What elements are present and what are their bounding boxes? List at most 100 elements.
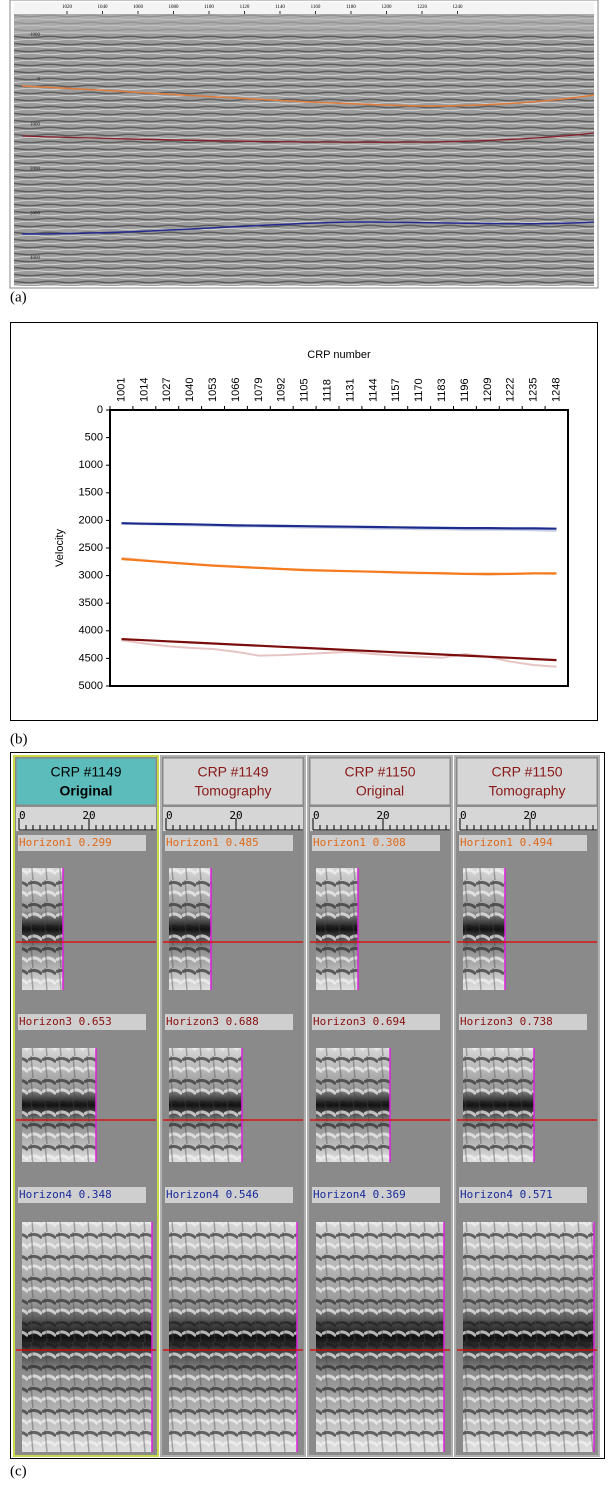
- x-tick-label: 1131: [344, 378, 356, 402]
- panel-method: Original: [60, 783, 113, 799]
- panel-crp: CRP #1149: [50, 764, 121, 780]
- ruler-label: 20: [229, 809, 242, 822]
- gather-texture: [463, 868, 505, 990]
- series-line: [121, 638, 557, 662]
- x-tick-label: 1105: [299, 378, 311, 402]
- y-tick-label: 2500: [79, 542, 103, 554]
- gather-texture: [316, 1222, 444, 1452]
- x-tick-label: 1001: [115, 378, 127, 402]
- y-tick-label: 500: [85, 432, 103, 444]
- horizon-label: Horizon3 0.738: [460, 1015, 553, 1028]
- horizon-label-bg: [18, 1014, 146, 1030]
- x-tick-label: 1118: [321, 379, 333, 402]
- y-tick-label: 1000: [79, 459, 103, 471]
- horizon-line: [21, 132, 595, 143]
- panel-method: Original: [356, 783, 404, 799]
- x-tick-label: 1248: [550, 378, 562, 402]
- horizon-label: Horizon3 0.688: [166, 1015, 259, 1028]
- horizon-label-bg: [165, 835, 293, 851]
- horizon-label-bg: [459, 1014, 587, 1030]
- left-label: 2000: [30, 167, 41, 172]
- x-tick-label: 1027: [161, 378, 173, 402]
- x-tick-label: 1209: [482, 378, 494, 402]
- gather-texture: [22, 868, 63, 990]
- top-label: 1080: [169, 5, 180, 10]
- horizon-label: Horizon4 0.571: [460, 1188, 553, 1201]
- ruler-label: 0: [460, 809, 467, 822]
- y-tick-label: 3000: [79, 570, 103, 582]
- panel-label: (b): [10, 731, 28, 747]
- panel-method: Tomography: [488, 783, 565, 799]
- top-label: 1160: [311, 5, 321, 10]
- horizon-label-bg: [165, 1187, 293, 1203]
- gather-texture: [22, 1222, 152, 1452]
- gather-texture: [169, 1222, 297, 1452]
- x-tick-label: 1040: [184, 378, 196, 402]
- ruler-label: 20: [523, 809, 536, 822]
- left-label: 3000: [30, 212, 41, 217]
- ruler: [16, 807, 156, 831]
- ruler-label: 20: [82, 809, 95, 822]
- panel-crp: CRP #1149: [197, 764, 268, 780]
- x-tick-label: 1235: [528, 378, 540, 402]
- water-layer: [14, 14, 594, 34]
- horizon-line: [21, 85, 595, 107]
- top-label: 1180: [346, 5, 356, 10]
- ruler: [163, 807, 303, 831]
- plot-area: [109, 409, 569, 687]
- horizon-label-bg: [459, 835, 587, 851]
- x-tick-label: 1183: [436, 378, 448, 402]
- horizon-label: Horizon1 0.485: [166, 836, 259, 849]
- left-label: 0: [38, 78, 41, 83]
- y-tick-label: 0: [97, 404, 103, 416]
- horizon-label-bg: [312, 1014, 440, 1030]
- horizon-line: [21, 221, 595, 235]
- horizon-label: Horizon3 0.694: [313, 1015, 406, 1028]
- ruler-label: 0: [313, 809, 320, 822]
- left-label: -1000: [28, 33, 40, 38]
- gather-texture: [316, 1048, 390, 1162]
- y-tick-label: 5000: [79, 680, 103, 692]
- gather-texture: [316, 868, 358, 990]
- panel-header: [162, 757, 304, 806]
- y-tick-label: 4000: [79, 625, 103, 637]
- top-label: 1200: [382, 5, 393, 10]
- horizon-label: Horizon3 0.653: [19, 1015, 112, 1028]
- y-tick-label: 3500: [79, 597, 103, 609]
- seismic-section: [14, 14, 594, 286]
- horizon-label: Horizon4 0.546: [166, 1188, 259, 1201]
- x-tick-label: 1222: [505, 378, 517, 402]
- panel-header: [15, 757, 157, 806]
- top-axis-band: [14, 2, 594, 14]
- x-tick-label: 1196: [459, 378, 471, 402]
- x-tick-label: 1014: [138, 378, 150, 402]
- left-label: 4000: [30, 256, 41, 261]
- x-tick-label: 1157: [390, 378, 402, 402]
- series-line: [121, 557, 557, 575]
- panel-label: (a): [10, 289, 27, 305]
- top-label: 1240: [453, 5, 464, 10]
- horizon-label-bg: [165, 1014, 293, 1030]
- y-tick-label: 1500: [79, 487, 103, 499]
- x-tick-label: 1092: [276, 378, 288, 402]
- top-label: 1100: [204, 5, 214, 10]
- horizon-label-bg: [312, 835, 440, 851]
- x-tick-label: 1079: [253, 378, 265, 402]
- ruler: [310, 807, 450, 831]
- horizon-label: Horizon4 0.369: [313, 1188, 406, 1201]
- gather-texture: [22, 1048, 96, 1162]
- x-axis-title: CRP number: [307, 349, 371, 361]
- gather-texture: [169, 868, 211, 990]
- ruler-label: 20: [376, 809, 389, 822]
- y-tick-label: 4500: [79, 652, 103, 664]
- series-line: [121, 522, 557, 530]
- x-tick-label: 1144: [367, 378, 379, 402]
- x-tick-label: 1053: [207, 378, 219, 402]
- ruler-label: 0: [166, 809, 173, 822]
- top-label: 1020: [62, 5, 73, 10]
- gather-texture: [463, 1048, 534, 1162]
- ruler: [457, 807, 597, 831]
- x-tick-label: 1170: [413, 378, 425, 402]
- horizon-label-bg: [459, 1187, 587, 1203]
- top-label: 1060: [133, 5, 144, 10]
